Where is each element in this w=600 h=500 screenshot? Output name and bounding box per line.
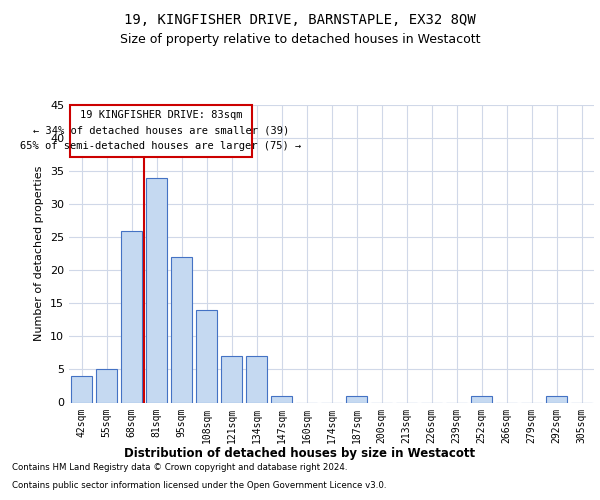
Bar [121, 230, 142, 402]
Bar [146, 178, 167, 402]
Text: Contains HM Land Registry data © Crown copyright and database right 2024.: Contains HM Land Registry data © Crown c… [12, 464, 347, 472]
Bar [246, 356, 267, 403]
Bar [71, 376, 92, 402]
Text: Contains public sector information licensed under the Open Government Licence v3: Contains public sector information licen… [12, 481, 386, 490]
Bar [96, 370, 117, 402]
Bar [471, 396, 492, 402]
Text: Size of property relative to detached houses in Westacott: Size of property relative to detached ho… [120, 32, 480, 46]
Bar [346, 396, 367, 402]
Bar [196, 310, 217, 402]
FancyBboxPatch shape [70, 105, 251, 156]
Text: Distribution of detached houses by size in Westacott: Distribution of detached houses by size … [124, 448, 476, 460]
Y-axis label: Number of detached properties: Number of detached properties [34, 166, 44, 342]
Bar [221, 356, 242, 403]
Bar [171, 257, 192, 402]
Bar [546, 396, 567, 402]
Text: 19, KINGFISHER DRIVE, BARNSTAPLE, EX32 8QW: 19, KINGFISHER DRIVE, BARNSTAPLE, EX32 8… [124, 12, 476, 26]
Bar [271, 396, 292, 402]
Text: 19 KINGFISHER DRIVE: 83sqm
← 34% of detached houses are smaller (39)
65% of semi: 19 KINGFISHER DRIVE: 83sqm ← 34% of deta… [20, 110, 302, 152]
